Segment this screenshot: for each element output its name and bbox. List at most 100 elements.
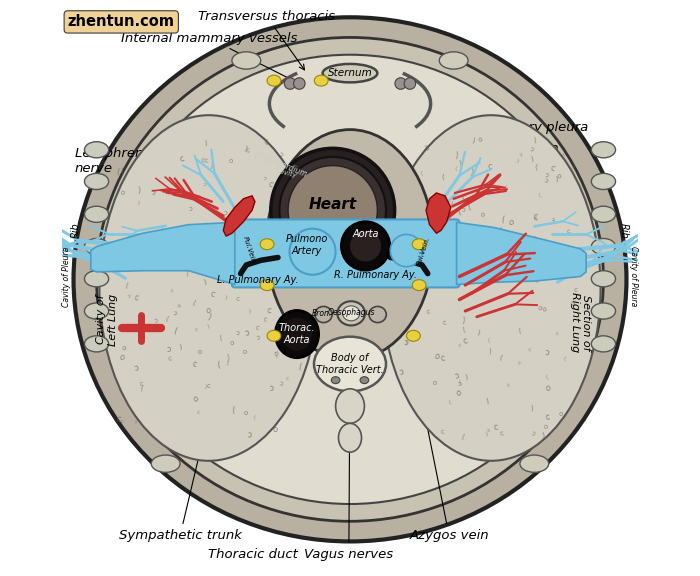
Text: (: ( <box>458 379 462 385</box>
Text: c: c <box>267 179 274 190</box>
Text: Pul.Vein.: Pul.Vein. <box>416 235 431 266</box>
Polygon shape <box>426 193 451 233</box>
Text: ɔ: ɔ <box>531 430 536 437</box>
Ellipse shape <box>369 306 386 323</box>
Text: ɔ: ɔ <box>278 332 283 340</box>
Text: Oesophagus: Oesophagus <box>328 308 375 317</box>
Ellipse shape <box>335 389 365 423</box>
Text: Pulmono
Artery: Pulmono Artery <box>286 234 328 256</box>
Text: (: ( <box>545 374 549 380</box>
Text: Body of
Thoracic Vert.: Body of Thoracic Vert. <box>316 353 384 375</box>
Text: ): ) <box>461 316 465 325</box>
Text: c: c <box>419 204 423 210</box>
Text: o: o <box>480 211 485 218</box>
Text: ): ) <box>137 185 141 195</box>
Text: c: c <box>266 306 271 316</box>
Text: Aorta: Aorta <box>352 229 379 240</box>
Ellipse shape <box>260 239 274 250</box>
Ellipse shape <box>85 238 108 255</box>
Ellipse shape <box>592 336 615 352</box>
Text: ): ) <box>530 404 533 411</box>
Text: ): ) <box>464 373 468 380</box>
Text: ɔ: ɔ <box>424 143 431 153</box>
Text: (: ( <box>414 295 416 302</box>
Text: ): ) <box>442 233 445 239</box>
Ellipse shape <box>85 142 108 158</box>
Ellipse shape <box>407 331 420 341</box>
Text: c: c <box>566 228 572 234</box>
Circle shape <box>290 229 335 275</box>
Text: ɔ: ɔ <box>166 344 172 354</box>
Text: ): ) <box>458 158 462 165</box>
Text: c: c <box>442 319 447 325</box>
Ellipse shape <box>74 17 626 541</box>
Text: (: ( <box>481 272 484 282</box>
Text: ): ) <box>469 168 474 177</box>
Text: c: c <box>195 327 198 332</box>
Ellipse shape <box>440 52 468 69</box>
Circle shape <box>395 78 407 89</box>
Ellipse shape <box>85 206 108 222</box>
Text: c: c <box>507 382 511 388</box>
Text: ): ) <box>490 256 493 262</box>
Text: ): ) <box>489 348 491 354</box>
Text: (: ( <box>420 170 423 176</box>
Text: ɔ: ɔ <box>133 363 139 373</box>
Ellipse shape <box>99 115 319 461</box>
Text: ɔ: ɔ <box>556 250 559 255</box>
Text: ɔ: ɔ <box>256 334 261 341</box>
Text: c: c <box>133 293 139 303</box>
Text: (: ( <box>298 362 302 372</box>
Text: c: c <box>276 188 282 195</box>
Text: ): ) <box>405 192 408 199</box>
Ellipse shape <box>85 271 108 287</box>
Text: ɔ: ɔ <box>424 245 428 251</box>
Ellipse shape <box>97 37 603 521</box>
Text: o: o <box>545 384 551 393</box>
Text: o: o <box>173 181 178 188</box>
Text: ): ) <box>248 309 251 313</box>
Text: (: ( <box>500 215 505 225</box>
Text: c: c <box>533 212 538 221</box>
Text: c: c <box>120 419 124 424</box>
Text: ɔ: ɔ <box>170 288 174 293</box>
Text: ): ) <box>203 278 207 285</box>
Ellipse shape <box>85 336 108 352</box>
Text: ɔ: ɔ <box>279 151 284 158</box>
Text: ɔ: ɔ <box>277 247 283 253</box>
Text: ): ) <box>230 231 234 240</box>
Text: ): ) <box>201 198 204 204</box>
Text: o: o <box>507 218 514 228</box>
Text: c: c <box>156 263 160 270</box>
Text: o: o <box>521 240 526 249</box>
Text: ): ) <box>276 282 280 288</box>
Text: c: c <box>209 289 216 299</box>
Text: o: o <box>286 314 292 323</box>
Text: ): ) <box>136 200 140 206</box>
Text: ): ) <box>209 161 213 170</box>
Text: ): ) <box>485 397 489 404</box>
Text: ɔ: ɔ <box>133 419 137 424</box>
Text: ɔ: ɔ <box>287 340 290 347</box>
Text: o: o <box>276 197 281 204</box>
Text: o: o <box>244 410 248 416</box>
Text: o: o <box>451 252 456 259</box>
Text: ): ) <box>178 343 182 350</box>
Text: ɔ: ɔ <box>173 310 178 317</box>
Text: c: c <box>545 412 550 422</box>
Text: c: c <box>140 381 144 387</box>
Text: ɔ: ɔ <box>527 237 533 247</box>
Text: ɔ: ɔ <box>283 315 286 320</box>
Text: Rib: Rib <box>71 222 80 238</box>
Text: ): ) <box>204 139 207 146</box>
Text: ): ) <box>530 155 534 162</box>
Text: c: c <box>563 151 566 157</box>
Ellipse shape <box>342 306 360 321</box>
Text: o: o <box>542 423 548 430</box>
Circle shape <box>342 222 390 270</box>
Text: o: o <box>119 190 125 196</box>
Ellipse shape <box>331 377 340 384</box>
Text: (: ( <box>280 260 284 267</box>
Text: (: ( <box>185 270 188 276</box>
Ellipse shape <box>337 301 365 325</box>
